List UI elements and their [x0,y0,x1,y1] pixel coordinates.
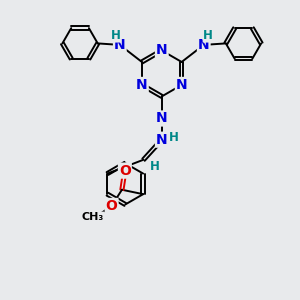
Text: O: O [119,164,131,178]
Text: N: N [114,38,126,52]
Text: N: N [156,112,168,125]
Text: H: H [203,29,213,42]
Text: N: N [156,133,168,147]
Text: N: N [136,78,148,92]
Text: CH₃: CH₃ [81,212,104,222]
Text: N: N [198,38,210,52]
Text: H: H [150,160,160,173]
Text: H: H [110,29,120,42]
Text: N: N [176,78,188,92]
Text: H: H [169,131,179,144]
Text: O: O [106,199,118,213]
Text: N: N [156,44,168,58]
